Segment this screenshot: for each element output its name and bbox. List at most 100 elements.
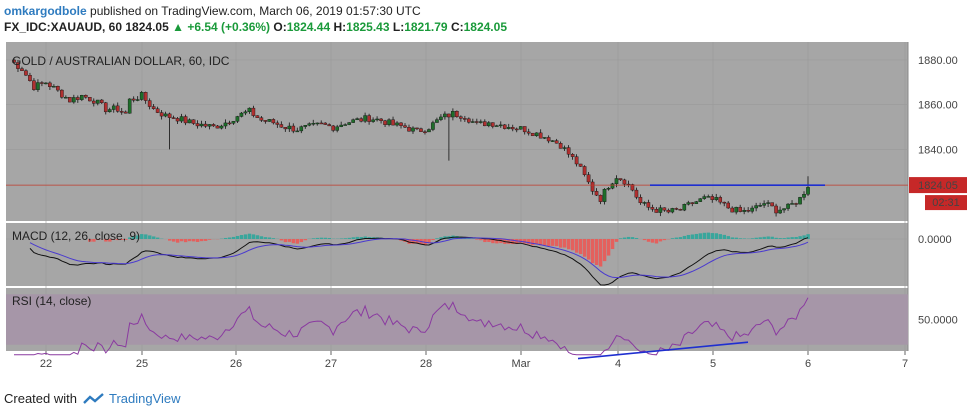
candle [323,122,328,125]
last-price: 1824.05 [125,20,169,34]
candle [806,187,810,195]
macd-histogram-bar [467,238,471,239]
macd-histogram-bar [650,239,655,243]
close-value: 1824.05 [463,20,507,34]
macd-histogram-bar [678,237,683,239]
candle [415,127,419,130]
candle [558,143,563,149]
candle [299,126,304,132]
macd-histogram-bar [171,239,176,242]
macd-histogram-bar [231,236,236,239]
candle [546,137,551,142]
candle [447,113,451,118]
candle [646,202,651,208]
candle [107,109,112,113]
candle [702,196,707,199]
candle [283,127,288,130]
candle [602,188,607,202]
candle [483,121,487,127]
candle [255,115,260,118]
macd-histogram-bar [191,239,196,242]
macd-histogram-bar [183,239,188,243]
macd-histogram-bar [359,237,363,239]
rsi-band [6,294,908,345]
price-tick-label: 1860.00 [918,100,958,112]
candle [207,124,212,127]
macd-histogram-bar [606,239,611,256]
macd-histogram-bar [578,239,583,255]
macd-histogram-bar [754,237,758,239]
candle [175,118,180,122]
macd-histogram-bar [722,234,727,239]
macd-histogram-bar [108,239,112,242]
candle [475,121,479,123]
candle [159,112,164,117]
candle [467,118,471,123]
candle [287,125,292,130]
macd-histogram-bar [407,239,411,244]
candle [391,119,395,126]
candle [80,95,84,100]
macd-histogram-bar [531,239,535,246]
macd-histogram-bar [782,238,786,239]
macd-histogram-bar [355,236,359,239]
macd-histogram-bar [802,235,806,239]
chart-canvas[interactable]: 22 25 26 27 28 Mar 4 5 6 7 1880.00 1860.00 1840.00 18… [0,38,975,383]
macd-histogram-bar [523,239,527,244]
rsi-divergence-trendline[interactable] [577,341,749,360]
macd-histogram-bar [547,239,551,247]
macd-histogram-bar [247,233,252,239]
candle [471,121,475,123]
candle [746,210,750,212]
candle [103,102,108,113]
tradingview-brand[interactable]: TradingView [108,391,181,406]
candle [135,99,140,101]
macd-histogram-bar [702,232,707,239]
candle [794,203,798,205]
publish-text: published on TradingView.com, March 06, … [86,4,421,18]
macd-histogram-bar [646,239,651,242]
candle [443,113,447,118]
candle [774,205,778,214]
candle [203,123,208,127]
author-link[interactable]: omkargodbole [4,4,87,18]
time-tick-label: 26 [230,358,242,370]
candle [455,111,459,117]
price-pane[interactable] [6,42,908,221]
macd-histogram-bar [327,238,331,239]
candle [407,127,411,132]
candle [658,207,663,213]
macd-histogram-bar [718,234,723,239]
candle [76,97,80,100]
candle [219,125,224,129]
candle [682,204,687,211]
candle [52,86,56,88]
candle [403,125,407,128]
candle [387,119,391,125]
macd-histogram-bar [738,238,742,239]
candle [718,197,723,203]
candle [111,105,116,110]
candle [594,191,599,196]
macd-histogram-bar [287,239,292,242]
candle [191,119,196,124]
macd-pane[interactable] [6,223,908,286]
candle [530,132,535,137]
candle [722,201,727,204]
high-label: H: [333,20,347,34]
macd-histogram-bar [674,237,679,239]
candle [99,99,104,103]
macd-histogram-bar [207,239,212,240]
candle [32,80,36,90]
macd-histogram-bar [295,239,300,244]
candle [20,68,24,71]
candle [610,183,615,189]
candle [502,124,507,129]
macd-histogram-bar [187,239,192,242]
time-axis[interactable] [0,351,915,375]
macd-histogram-bar [347,237,351,239]
candle [151,106,156,109]
candle [199,123,204,127]
price-tick-label: 1880.00 [918,55,958,67]
candle [231,121,236,124]
